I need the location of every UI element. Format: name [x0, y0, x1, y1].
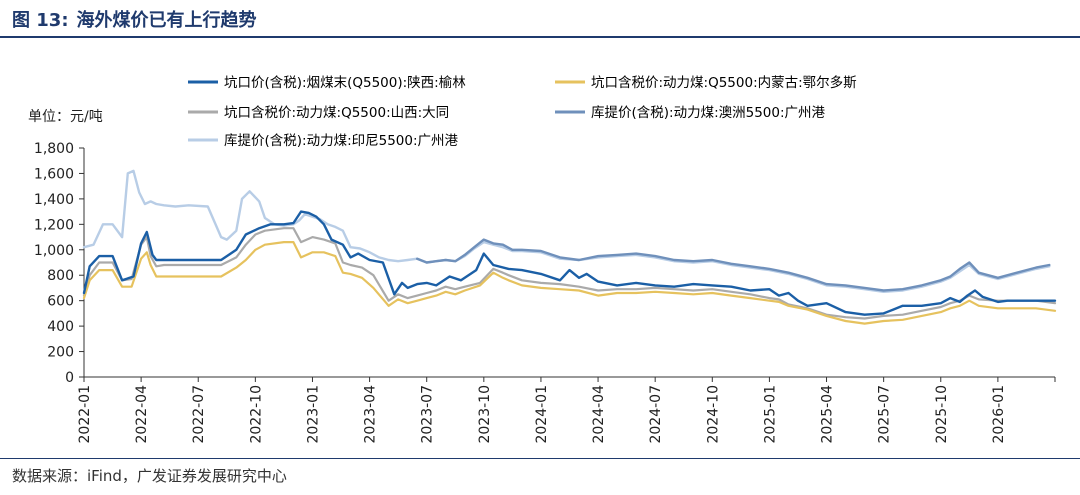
x-tick-label: 2024-04 [591, 385, 607, 444]
title-bar: 图 13: 海外煤价已有上行趋势 [0, 0, 1080, 38]
x-tick-label: 2023-01 [305, 385, 321, 444]
source-divider [0, 458, 1080, 459]
x-tick-label: 2026-01 [991, 385, 1007, 444]
x-tick-label: 2022-01 [77, 385, 93, 444]
x-tick-label: 2023-07 [420, 385, 436, 444]
y-tick-label: 1,200 [34, 217, 74, 233]
x-tick-label: 2022-04 [134, 385, 150, 444]
y-tick-label: 1,800 [34, 141, 74, 157]
x-tick-label: 2024-10 [705, 385, 721, 444]
y-axis-unit-label: 单位：元/吨 [28, 109, 103, 125]
series-line-australia [416, 238, 1051, 292]
legend-label-australia: 库提价(含税):动力煤:澳洲5500:广州港 [591, 105, 826, 121]
x-tick-label: 2024-07 [648, 385, 664, 444]
y-tick-label: 1,600 [34, 166, 74, 182]
series-line-ordos [82, 241, 1057, 325]
y-tick-label: 400 [47, 319, 74, 335]
legend-label-datong: 坑口含税价:动力煤:Q5500:山西:大同 [224, 105, 449, 121]
x-tick-label: 2022-07 [191, 385, 207, 444]
legend-label-ordos: 坑口含税价:动力煤:Q5500:内蒙古:鄂尔多斯 [591, 74, 857, 91]
figure-title: 图 13: 海外煤价已有上行趋势 [12, 6, 257, 32]
x-tick-label: 2025-04 [820, 385, 836, 444]
series-line-yulin [82, 210, 1057, 316]
x-tick-label: 2024-01 [534, 385, 550, 444]
chart-legend: 坑口价(含税):烟煤末(Q5500):陕西:榆林 坑口含税价:动力煤:Q5500… [188, 74, 857, 149]
x-tick-label: 2023-04 [363, 385, 379, 444]
y-tick-label: 800 [47, 268, 74, 284]
y-tick-label: 600 [47, 294, 74, 310]
y-tick-label: 200 [47, 345, 74, 361]
y-tick-label: 1,000 [34, 243, 74, 259]
legend-label-yulin: 坑口价(含税):烟煤末(Q5500):陕西:榆林 [224, 75, 466, 91]
x-tick-label: 2025-10 [934, 385, 950, 444]
figure-title-text: 海外煤价已有上行趋势 [76, 10, 257, 31]
line-chart: 坑口价(含税):烟煤末(Q5500):陕西:榆林 坑口含税价:动力煤:Q5500… [28, 74, 1057, 444]
chart-plot-area [82, 169, 1057, 325]
legend-label-indonesia: 库提价(含税):动力煤:印尼5500:广州港 [224, 133, 459, 149]
data-source-note: 数据来源：iFind，广发证券发展研究中心 [12, 467, 287, 485]
x-tick-label: 2025-01 [762, 385, 778, 444]
x-tick-label: 2022-10 [248, 385, 264, 444]
x-tick-label: 2023-10 [477, 385, 493, 444]
y-tick-label: 0 [65, 370, 74, 386]
chart-axes: 0 200 400 600 800 1,000 1,200 1,400 1,600 1,800 20… [34, 141, 1056, 444]
y-tick-label: 1,400 [34, 192, 74, 208]
series-line-datong [82, 227, 1057, 320]
figure-label: 图 13: [12, 10, 69, 31]
x-tick-label: 2025-07 [877, 385, 893, 444]
